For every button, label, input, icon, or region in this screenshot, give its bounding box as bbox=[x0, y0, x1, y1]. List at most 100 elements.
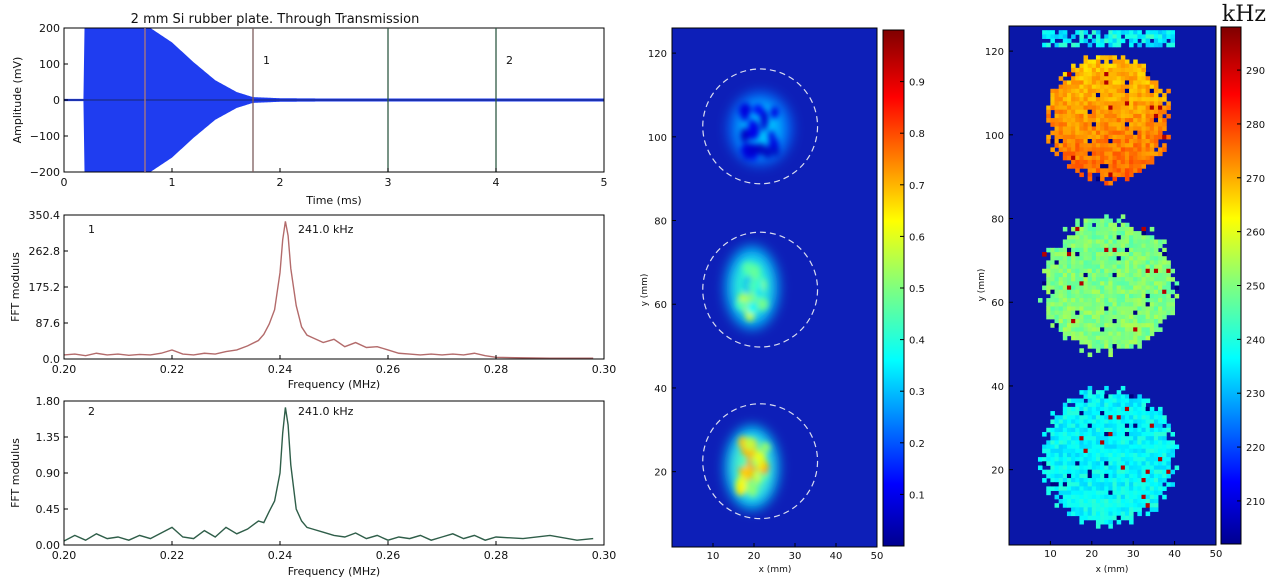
frequency-map-cell bbox=[1158, 289, 1163, 295]
frequency-map-cell bbox=[1058, 260, 1064, 265]
frequency-map-cell bbox=[1141, 105, 1147, 111]
frequency-map-cell bbox=[1091, 38, 1097, 44]
frequency-map-cell bbox=[1071, 42, 1076, 48]
frequency-map-cell bbox=[1124, 243, 1130, 249]
frequency-map-cell bbox=[1062, 503, 1068, 508]
frequency-map-cell bbox=[1066, 277, 1072, 282]
frequency-map-cell bbox=[1083, 406, 1089, 412]
frequency-map-cell bbox=[1149, 327, 1155, 332]
frequency-map-cell bbox=[1091, 327, 1097, 332]
frequency-map-cell bbox=[1100, 101, 1105, 106]
frequency-map-cell bbox=[1120, 38, 1126, 44]
frequency-map-cell bbox=[1079, 331, 1084, 337]
frequency-map-cell bbox=[1054, 143, 1060, 148]
frequency-map-cell bbox=[1129, 515, 1134, 521]
frequency-map-cell bbox=[1153, 113, 1159, 119]
frequency-map-cell bbox=[1071, 289, 1076, 295]
frequency-map-cell bbox=[1153, 427, 1159, 433]
frequency-map-cell bbox=[1091, 448, 1097, 454]
frequency-map-cell bbox=[1120, 172, 1126, 178]
frequency-map-cell bbox=[1083, 310, 1089, 316]
frequency-map-cell bbox=[1116, 344, 1122, 349]
frequency-map-cell bbox=[1137, 323, 1142, 328]
frequency-map-cell bbox=[1083, 97, 1089, 102]
frequency-map-cell bbox=[1166, 427, 1171, 433]
frequency-map-cell bbox=[1050, 440, 1055, 445]
frequency-map-cell bbox=[1124, 130, 1130, 136]
frequency-map-cell bbox=[1124, 318, 1130, 324]
frequency-map-cell bbox=[1095, 34, 1101, 39]
frequency-map-cell bbox=[1141, 457, 1147, 462]
frequency-map-cell bbox=[1129, 159, 1134, 165]
frequency-map-cell bbox=[1158, 310, 1163, 316]
frequency-map-cell bbox=[1153, 247, 1159, 253]
frequency-map-cell bbox=[1071, 323, 1076, 328]
frequency-map-cell bbox=[1075, 243, 1080, 249]
frequency-map-cell bbox=[1054, 469, 1060, 475]
frequency-map-cell bbox=[1120, 118, 1126, 123]
frequency-map-cell bbox=[1071, 469, 1076, 475]
frequency-map-cell bbox=[1108, 151, 1113, 157]
frequency-map-cell bbox=[1095, 503, 1101, 508]
frequency-map-cell bbox=[1087, 159, 1093, 165]
frequency-map-cell bbox=[1108, 126, 1113, 132]
frequency-map-cell bbox=[1129, 440, 1134, 445]
frequency-map-cell bbox=[1100, 281, 1105, 286]
frequency-map-cell bbox=[1133, 155, 1138, 161]
frequency-map-cell bbox=[1066, 302, 1072, 307]
frequency-map-cell bbox=[1083, 490, 1089, 496]
frequency-map-cell bbox=[1100, 88, 1105, 94]
frequency-map-cell bbox=[1104, 402, 1109, 408]
frequency-map-cell bbox=[1133, 419, 1138, 425]
frequency-map-cell bbox=[1116, 243, 1122, 249]
frequency-map-cell bbox=[1149, 494, 1155, 500]
frequency-map-cell bbox=[1087, 298, 1093, 303]
frequency-map-cell bbox=[1124, 281, 1130, 286]
frequency-map-cell bbox=[1079, 67, 1084, 73]
frequency-map-cell bbox=[1129, 465, 1134, 471]
frequency-map-cell bbox=[1116, 164, 1122, 169]
frequency-map-cell bbox=[1162, 143, 1167, 148]
frequency-map-cell bbox=[1042, 30, 1047, 35]
frequency-map-cell bbox=[1046, 42, 1051, 48]
frequency-map-cell bbox=[1133, 243, 1138, 249]
frequency-map-cell bbox=[1046, 134, 1051, 140]
frequency-map-cell bbox=[1087, 155, 1093, 161]
frequency-map-cell bbox=[1133, 440, 1138, 445]
frequency-map-cell bbox=[1141, 139, 1147, 144]
frequency-map-cell bbox=[1133, 147, 1138, 152]
frequency-map-cell bbox=[1129, 452, 1134, 458]
frequency-map-cell bbox=[1054, 268, 1060, 274]
frequency-map-cell bbox=[1095, 323, 1101, 328]
frequency-map-cell bbox=[1095, 452, 1101, 458]
frequency-map-cell bbox=[1075, 406, 1080, 412]
frequency-map-cell bbox=[1116, 92, 1122, 98]
frequency-map-cell bbox=[1095, 231, 1101, 236]
frequency-map-cell bbox=[1100, 444, 1105, 450]
frequency-map-cell bbox=[1137, 122, 1142, 127]
amplitude-speckle bbox=[742, 144, 751, 161]
fft-2-axes: 0.20 0.22 0.24 0.26 0.28 0.301.801.350.900.45… bbox=[36, 395, 617, 562]
frequency-map-cell bbox=[1095, 524, 1101, 529]
frequency-map-cell bbox=[1104, 264, 1109, 270]
frequency-map-cell bbox=[1108, 469, 1113, 475]
frequency-map-cell bbox=[1153, 310, 1159, 316]
frequency-map-cell bbox=[1129, 80, 1134, 85]
frequency-map-cell bbox=[1079, 452, 1084, 458]
frequency-map-cell bbox=[1133, 448, 1138, 454]
frequency-map-cell bbox=[1141, 423, 1147, 429]
frequency-map-cell bbox=[1158, 482, 1163, 487]
frequency-map-cell bbox=[1120, 415, 1126, 420]
frequency-map-cell bbox=[1083, 272, 1089, 278]
amplitude-colorbar-tick-label: 0.7 bbox=[909, 181, 925, 192]
frequency-map-cell bbox=[1058, 293, 1064, 299]
frequency-map-cell bbox=[1108, 289, 1113, 295]
frequency-map-cell bbox=[1104, 72, 1109, 77]
frequency-map-cell bbox=[1116, 494, 1122, 500]
frequency-map-cell bbox=[1046, 260, 1051, 265]
frequency-map-cell bbox=[1108, 490, 1113, 496]
frequency-map-cell bbox=[1062, 113, 1068, 119]
frequency-map-cell bbox=[1158, 306, 1163, 312]
